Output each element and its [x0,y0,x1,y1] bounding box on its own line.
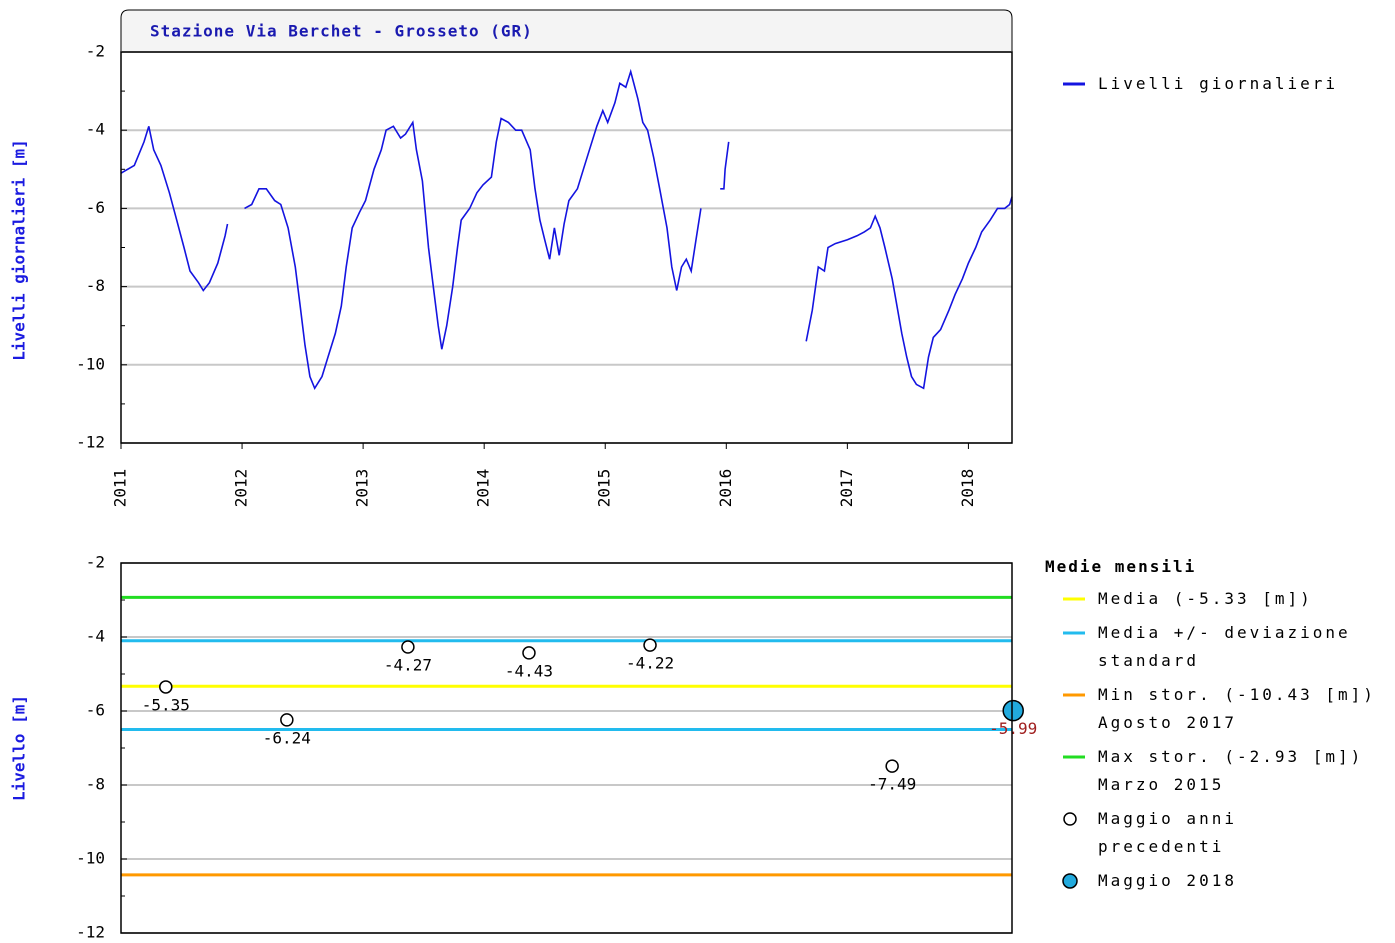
legend-marker [1063,597,1085,601]
title-box [120,9,1013,53]
legend-swatch [1058,681,1098,709]
legend-marker [1062,873,1078,889]
legend-text: Media (-5.33 [m]) [1098,585,1368,613]
data-point [401,640,415,654]
legend-item: Maggio anni precedenti [1058,805,1368,861]
x-tick-label: 2015 [595,469,614,508]
legend-title: Medie mensili [1045,557,1197,576]
legend-item: Maggio 2018 [1058,867,1368,895]
x-tick-label: 2013 [353,469,372,508]
data-label: -4.43 [505,661,553,680]
data-label: -4.22 [626,654,674,673]
y-tick-label: -12 [76,923,105,942]
legend-item: Livelli giornalieri [1058,70,1368,98]
legend-marker [1063,755,1085,759]
data-point [885,759,899,773]
plot-area [121,563,1012,933]
legend-swatch [1058,743,1098,771]
legend-label: Maggio anni precedenti [1098,809,1237,856]
y-tick-label: -2 [86,42,105,61]
legend-item: Max stor. (-2.93 [m]) Marzo 2015 [1058,743,1368,799]
legend-text: Media +/- deviazione standard [1098,619,1368,675]
legend-item: Media (-5.33 [m]) [1058,585,1368,613]
y-tick-label: -8 [86,276,105,295]
legend-text: Min stor. (-10.43 [m]) Agosto 2017 [1098,681,1376,737]
x-tick-label: 2014 [474,469,493,508]
data-label: -7.49 [868,775,916,794]
legend-label: Media (-5.33 [m]) [1098,589,1313,608]
legend-swatch [1058,867,1098,895]
x-tick-label: 2012 [232,469,251,508]
data-label: -6.24 [263,728,311,747]
y-tick-label: -12 [76,433,105,452]
legend: Medie mensili Media (-5.33 [m]) Media +/-… [1045,553,1376,901]
data-point [159,680,173,694]
data-point [280,713,294,727]
legend-text: Maggio 2018 [1098,867,1368,895]
plot-frame [120,51,1013,444]
data-point [1002,699,1024,722]
y-tick-label: -2 [86,553,105,572]
legend-marker [1063,693,1085,697]
x-tick-label: 2017 [837,469,856,508]
legend: Livelli giornalieri [1058,70,1368,104]
data-label: -5.35 [142,695,190,714]
y-tick-label: -10 [76,849,105,868]
legend-text: Max stor. (-2.93 [m]) Marzo 2015 [1098,743,1368,799]
legend-swatch [1058,805,1098,833]
legend-label: Media +/- deviazione standard [1098,623,1351,670]
legend-marker [1063,812,1077,826]
data-point [522,646,536,660]
y-tick-label: -4 [86,120,105,139]
data-point [643,638,657,652]
legend-marker [1063,82,1085,86]
y-tick-label: -6 [86,701,105,720]
legend-marker [1063,631,1085,635]
plot-area [121,52,1012,443]
y-tick-label: -10 [76,354,105,373]
legend-label: Livelli giornalieri [1098,74,1339,93]
legend-note: Agosto 2017 [1098,713,1237,732]
x-tick-label: 2016 [716,469,735,508]
data-label: -5.99 [989,719,1037,738]
legend-text: Maggio anni precedenti [1098,805,1368,861]
legend-text: Livelli giornalieri [1098,70,1368,98]
plot-frame [120,562,1013,934]
legend-label: Max stor. (-2.93 [m]) [1098,747,1364,766]
data-line [120,68,1013,391]
legend-swatch [1058,619,1098,647]
legend-label: Maggio 2018 [1098,871,1237,890]
y-tick-label: -8 [86,775,105,794]
legend-item: Min stor. (-10.43 [m]) Agosto 2017 [1058,681,1376,737]
legend-marker [1062,873,1078,889]
y-axis-label: Livelli giornalieri [m] [10,139,29,361]
chart-title: Stazione Via Berchet - Grosseto (GR) [150,22,533,41]
y-axis-label: Livello [m] [10,695,29,801]
data-label: -4.27 [384,655,432,674]
legend-note: Marzo 2015 [1098,775,1225,794]
x-tick-label: 2018 [958,469,977,508]
legend-item: Media +/- deviazione standard [1058,619,1368,675]
y-tick-label: -6 [86,198,105,217]
y-tick-label: -4 [86,627,105,646]
legend-swatch [1058,585,1098,613]
legend-marker [1063,812,1077,826]
x-tick-label: 2011 [111,469,130,508]
legend-label: Min stor. (-10.43 [m]) [1098,685,1376,704]
legend-swatch [1058,70,1098,98]
